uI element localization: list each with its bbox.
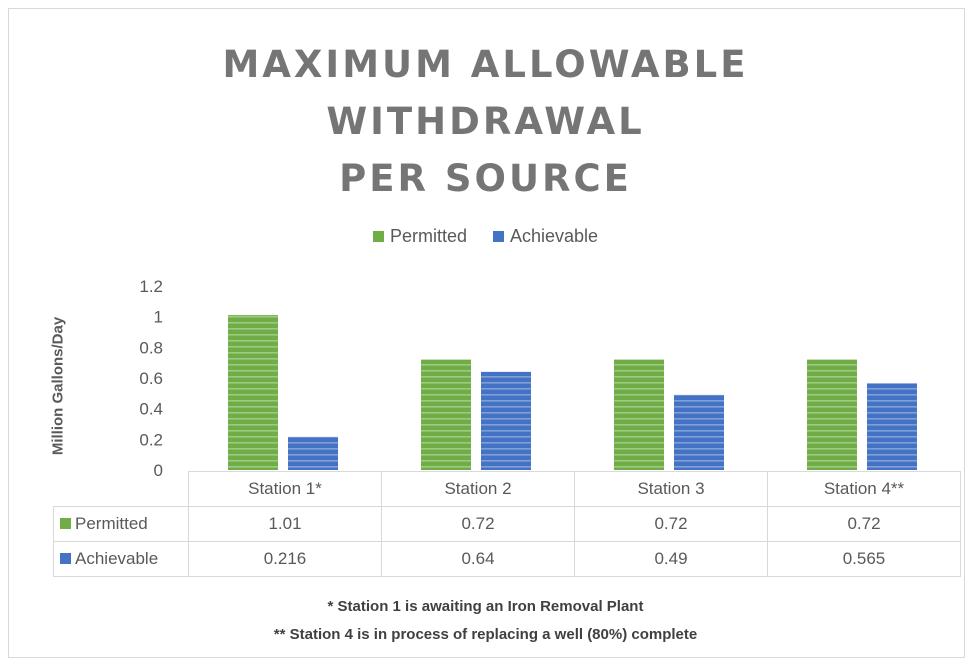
data-cell: 1.01 <box>189 507 382 542</box>
bar-permitted-1 <box>228 315 278 470</box>
data-table: Station 1* Station 2 Station 3 Station 4… <box>53 471 961 577</box>
bar-achievable-3 <box>674 395 724 470</box>
data-cell: 0.565 <box>768 542 961 577</box>
data-cell: 0.64 <box>382 542 575 577</box>
bar-permitted-2 <box>421 360 471 470</box>
data-table-corner <box>54 472 189 507</box>
row-label-permitted: Permitted <box>75 514 148 533</box>
bar-permitted-3 <box>614 360 664 470</box>
y-tick-label: 0.4 <box>139 400 163 419</box>
bar-achievable-4 <box>867 383 917 470</box>
footnote-station-4: ** Station 4 is in process of replacing … <box>0 626 971 643</box>
data-table-row-label: Achievable <box>54 542 189 577</box>
footnote-station-1: * Station 1 is awaiting an Iron Removal … <box>0 598 971 615</box>
y-tick-label: 0.2 <box>139 430 163 449</box>
data-cell: 0.72 <box>382 507 575 542</box>
data-cell: 0.72 <box>768 507 961 542</box>
row-swatch-achievable <box>60 553 71 564</box>
bar-achievable-2 <box>481 372 531 470</box>
data-table-row-achievable: Achievable 0.216 0.64 0.49 0.565 <box>54 542 961 577</box>
data-table-row-label: Permitted <box>54 507 189 542</box>
row-label-achievable: Achievable <box>75 549 158 568</box>
y-tick-label: 0.8 <box>139 338 163 357</box>
data-cell: 0.49 <box>575 542 768 577</box>
row-swatch-permitted <box>60 518 71 529</box>
data-table-row-permitted: Permitted 1.01 0.72 0.72 0.72 <box>54 507 961 542</box>
category-label: Station 2 <box>382 472 575 507</box>
category-label: Station 4** <box>768 472 961 507</box>
bar-permitted-4 <box>807 360 857 470</box>
data-cell: 0.72 <box>575 507 768 542</box>
data-cell: 0.216 <box>189 542 382 577</box>
bar-achievable-1 <box>288 437 338 470</box>
y-tick-label: 1 <box>154 308 163 327</box>
y-tick-label: 0.6 <box>139 369 163 388</box>
y-tick-label: 1.2 <box>139 277 163 296</box>
data-table-header-row: Station 1* Station 2 Station 3 Station 4… <box>54 472 961 507</box>
category-label: Station 3 <box>575 472 768 507</box>
category-label: Station 1* <box>189 472 382 507</box>
